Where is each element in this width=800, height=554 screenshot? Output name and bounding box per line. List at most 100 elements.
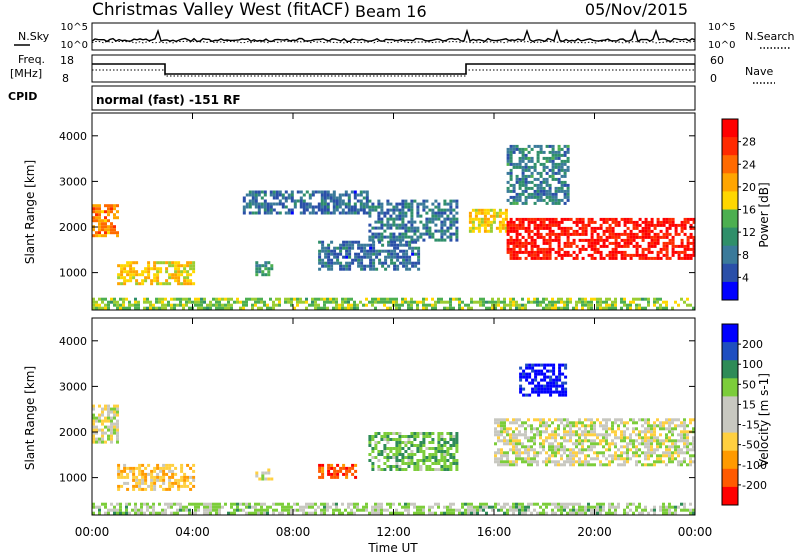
heatmap-cell (575, 442, 578, 446)
heatmap-cell (392, 432, 396, 435)
heatmap-cell (617, 457, 620, 461)
heatmap-cell (671, 442, 674, 446)
heatmap-cell (414, 252, 418, 256)
heatmap-cell (116, 231, 119, 235)
heatmap-cell (668, 241, 672, 245)
heatmap-cell (327, 267, 331, 271)
heatmap-cell (110, 428, 113, 432)
heatmap-cell (101, 410, 104, 414)
heatmap-cell (500, 427, 503, 431)
heatmap-cell (527, 226, 531, 230)
heatmap-cell (98, 210, 101, 214)
heatmap-cell (342, 255, 346, 259)
heatmap-cell (326, 190, 330, 194)
heatmap-cell (398, 435, 402, 438)
heatmap-cell (170, 297, 173, 301)
heatmap-cell (167, 505, 170, 509)
heatmap-cell (327, 252, 331, 256)
heatmap-cell (542, 256, 546, 260)
heatmap-cell (641, 436, 644, 440)
heatmap-cell (110, 437, 113, 441)
heatmap-cell (557, 150, 561, 154)
heatmap-cell (614, 217, 618, 221)
heatmap-cell (692, 217, 696, 221)
heatmap-cell (255, 261, 259, 265)
heatmap-cell (395, 438, 399, 441)
heatmap-cell (138, 484, 142, 488)
heatmap-cell (542, 502, 545, 506)
heatmap-cell (425, 226, 429, 230)
heatmap-cell (608, 217, 612, 221)
heatmap-cell (404, 505, 407, 509)
heatmap-cell (401, 199, 405, 203)
heatmap-cell (221, 306, 224, 310)
heatmap-cell (251, 196, 255, 200)
heatmap-cell (290, 196, 294, 200)
heatmap-cell (536, 217, 540, 221)
heatmap-cell (419, 468, 423, 471)
heatmap-cell (455, 297, 458, 301)
heatmap-cell (671, 454, 674, 458)
heatmap-cell (368, 511, 371, 515)
heatmap-cell (561, 393, 565, 397)
heatmap-cell (183, 478, 187, 482)
heatmap-cell (449, 432, 453, 435)
heatmap-cell (503, 424, 506, 428)
heatmap-cell (578, 505, 581, 509)
heatmap-cell (101, 234, 104, 238)
heatmap-cell (620, 430, 623, 434)
heatmap-cell (177, 282, 181, 286)
heatmap-cell (539, 220, 543, 224)
heatmap-cell (542, 460, 545, 464)
heatmap-cell (534, 375, 538, 379)
heatmap-cell (623, 297, 626, 301)
heatmap-cell (533, 460, 536, 464)
heatmap-cell (641, 247, 645, 251)
heatmap-cell (392, 438, 396, 441)
heatmap-cell (333, 469, 337, 473)
heatmap-cell (638, 229, 642, 233)
heatmap-cell (278, 502, 281, 506)
heatmap-cell (354, 469, 358, 473)
heatmap-cell (449, 226, 453, 230)
heatmap-cell (563, 192, 567, 196)
heatmap-cell (440, 223, 444, 227)
heatmap-cell (177, 270, 181, 274)
heatmap-cell (569, 226, 573, 230)
heatmap-cell (543, 375, 547, 379)
heatmap-cell (497, 300, 500, 304)
heatmap-cell (263, 502, 266, 506)
heatmap-cell (281, 511, 284, 515)
heatmap-cell (572, 454, 575, 458)
heatmap-cell (614, 442, 617, 446)
heatmap-cell (692, 247, 696, 251)
heatmap-cell (623, 436, 626, 440)
heatmap-cell (587, 223, 591, 227)
heatmap-cell (359, 205, 363, 209)
heatmap-cell (557, 177, 561, 181)
heatmap-cell (563, 253, 567, 257)
heatmap-cell (578, 448, 581, 452)
heatmap-cell (512, 433, 515, 437)
colorbar-tick-label: -100 (742, 459, 767, 472)
heatmap-cell (227, 306, 230, 310)
heatmap-cell (515, 445, 518, 449)
heatmap-cell (686, 445, 689, 449)
heatmap-cell (138, 466, 142, 470)
heatmap-cell (671, 244, 675, 248)
heatmap-cell (527, 229, 531, 233)
heatmap-cell (345, 255, 349, 259)
heatmap-cell (342, 246, 346, 250)
heatmap-cell (536, 430, 539, 434)
heatmap-cell (521, 303, 524, 307)
heatmap-cell (189, 481, 193, 485)
heatmap-cell (144, 276, 148, 280)
heatmap-cell (192, 475, 196, 479)
heatmap-cell (311, 511, 314, 515)
heatmap-cell (542, 430, 545, 434)
heatmap-cell (177, 481, 181, 485)
heatmap-cell (548, 144, 552, 148)
heatmap-cell (470, 297, 473, 301)
heatmap-cell (638, 297, 641, 301)
heatmap-cell (692, 460, 695, 464)
